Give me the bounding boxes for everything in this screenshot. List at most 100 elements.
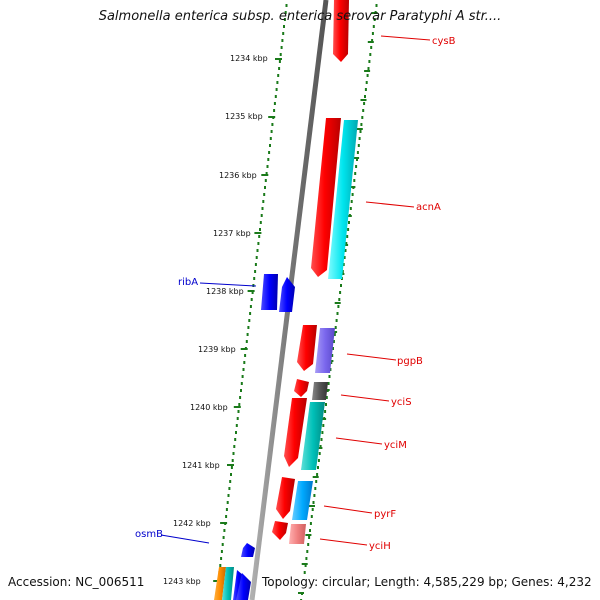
kbp-major-tick [247, 290, 255, 292]
right-dotted-track-dot [314, 487, 317, 490]
right-track-tick [309, 505, 315, 507]
left-dotted-track-dot [245, 340, 248, 343]
right-track-tick [305, 534, 312, 536]
right-dotted-track-dot [315, 480, 318, 483]
right-dotted-track-dot [306, 550, 309, 553]
gene-feature-ribA-2[interactable] [279, 277, 295, 312]
left-dotted-track-dot [249, 305, 252, 308]
gene-feature-bottom-teal[interactable] [222, 567, 234, 600]
gene-label-pyrF[interactable]: pyrF [374, 509, 396, 520]
right-dotted-track-dot [325, 396, 328, 399]
right-dotted-track-dot [364, 88, 367, 91]
right-track-tick [316, 447, 323, 449]
gene-labels: cysB acnA ribA pgpB yciS yciM pyrF yciH … [135, 36, 456, 552]
left-dotted-track-dot [244, 354, 247, 357]
right-dotted-track-dot [371, 32, 374, 35]
right-dotted-track-dot [317, 466, 319, 469]
right-dotted-track-dot [350, 200, 353, 203]
left-dotted-track-dot [265, 172, 268, 175]
gene-feature-pyrF-cds[interactable] [292, 481, 313, 520]
right-dotted-track-dot [313, 494, 316, 497]
left-dotted-track-dot [253, 277, 256, 280]
left-dotted-track-dot [285, 4, 288, 7]
left-dotted-track-dot [233, 445, 236, 448]
gene-label-yciH[interactable]: yciH [369, 541, 391, 552]
right-dotted-track-dot [304, 564, 307, 567]
left-dotted-track-dot [259, 221, 262, 224]
right-dotted-track-dot [320, 438, 323, 441]
genome-summary: Topology: circular; Length: 4,585,229 bp… [262, 575, 592, 589]
right-dotted-track-dot [369, 53, 372, 56]
left-dotted-track-dot [267, 158, 270, 161]
left-dotted-track-dot [269, 137, 272, 140]
left-dotted-track-dot [264, 186, 266, 189]
kbp-major-tick [227, 464, 234, 466]
right-dotted-track-dot [365, 81, 368, 84]
gene-feature-osmB[interactable] [241, 543, 255, 557]
right-dotted-track-dot [334, 326, 337, 329]
gene-label-acnA[interactable]: acnA [416, 202, 441, 213]
left-dotted-track-dot [222, 536, 225, 539]
right-dotted-track-dot [366, 74, 369, 77]
right-dotted-track-dot [341, 270, 344, 273]
gene-label-yciS[interactable]: yciS [391, 397, 412, 408]
right-dotted-track-dot [372, 25, 375, 28]
left-dotted-track-dot [279, 53, 282, 56]
gene-feature-cysB[interactable] [333, 0, 349, 62]
left-dotted-track-dot [271, 123, 274, 126]
left-dotted-track-dot [270, 130, 273, 133]
kbp-label-1241: 1241 kbp [182, 461, 220, 470]
right-track-tick [360, 99, 367, 101]
gene-feature-yciH-cds[interactable] [289, 524, 306, 544]
gene-label-yciM[interactable]: yciM [384, 440, 407, 451]
right-dotted-track-dot [307, 543, 310, 546]
right-dotted-track-dot [317, 459, 320, 462]
right-dotted-track-dot [332, 340, 335, 343]
left-dotted-track-dot [220, 557, 223, 560]
right-track-tick [320, 418, 327, 420]
gene-feature-pgpB[interactable] [297, 325, 317, 371]
gene-label-cysB[interactable]: cysB [432, 36, 456, 47]
leader-line-cysB [380, 35, 431, 41]
gene-feature-yciS[interactable] [294, 379, 309, 397]
right-dotted-track-dot [316, 473, 319, 476]
gene-feature-ribA-1[interactable] [261, 274, 278, 310]
right-dotted-track-dot [344, 249, 347, 252]
left-dotted-track-dot [259, 228, 261, 231]
left-dotted-track-dot [225, 515, 228, 518]
gene-label-pgpB[interactable]: pgpB [397, 356, 423, 367]
right-dotted-track-dot [337, 305, 340, 308]
leader-line-yciM [335, 437, 383, 445]
gene-label-ribA[interactable]: ribA [178, 277, 198, 288]
gene-feature-yciM[interactable] [284, 398, 307, 467]
right-dotted-track-dot [359, 130, 362, 133]
right-dotted-track-dot [336, 312, 339, 315]
gene-label-osmB[interactable]: osmB [135, 529, 163, 540]
kbp-label-1240: 1240 kbp [190, 403, 228, 412]
left-dotted-track-dot [268, 151, 271, 154]
right-dotted-track-dot [367, 67, 370, 70]
right-dotted-track-dot [351, 193, 354, 196]
gene-feature-yciH[interactable] [272, 521, 288, 540]
gene-feature-yciM-cds[interactable] [301, 402, 325, 470]
right-dotted-track-dot [328, 375, 331, 378]
right-dotted-track-dot [319, 445, 322, 448]
left-dotted-track-dot [236, 417, 239, 420]
gene-feature-acnA-cds[interactable] [328, 120, 358, 279]
right-dotted-track-dot [343, 256, 346, 259]
gene-feature-pyrF[interactable] [276, 477, 295, 519]
right-dotted-track-dot [335, 319, 338, 322]
gene-feature-acnA[interactable] [311, 118, 341, 277]
left-dotted-track-dot [263, 193, 266, 196]
right-dotted-track-dot [332, 347, 334, 350]
left-dotted-track-dot [284, 11, 287, 14]
left-dotted-track-dot [283, 18, 286, 21]
gene-feature-bottom-blue-2[interactable] [236, 573, 251, 600]
gene-feature-pgpB-cds[interactable] [315, 328, 335, 373]
gene-feature-yciS-cds[interactable] [312, 382, 328, 400]
right-dotted-track-dot [308, 536, 311, 539]
right-dotted-track-dot [356, 158, 358, 161]
left-dotted-track-dot [225, 508, 228, 511]
